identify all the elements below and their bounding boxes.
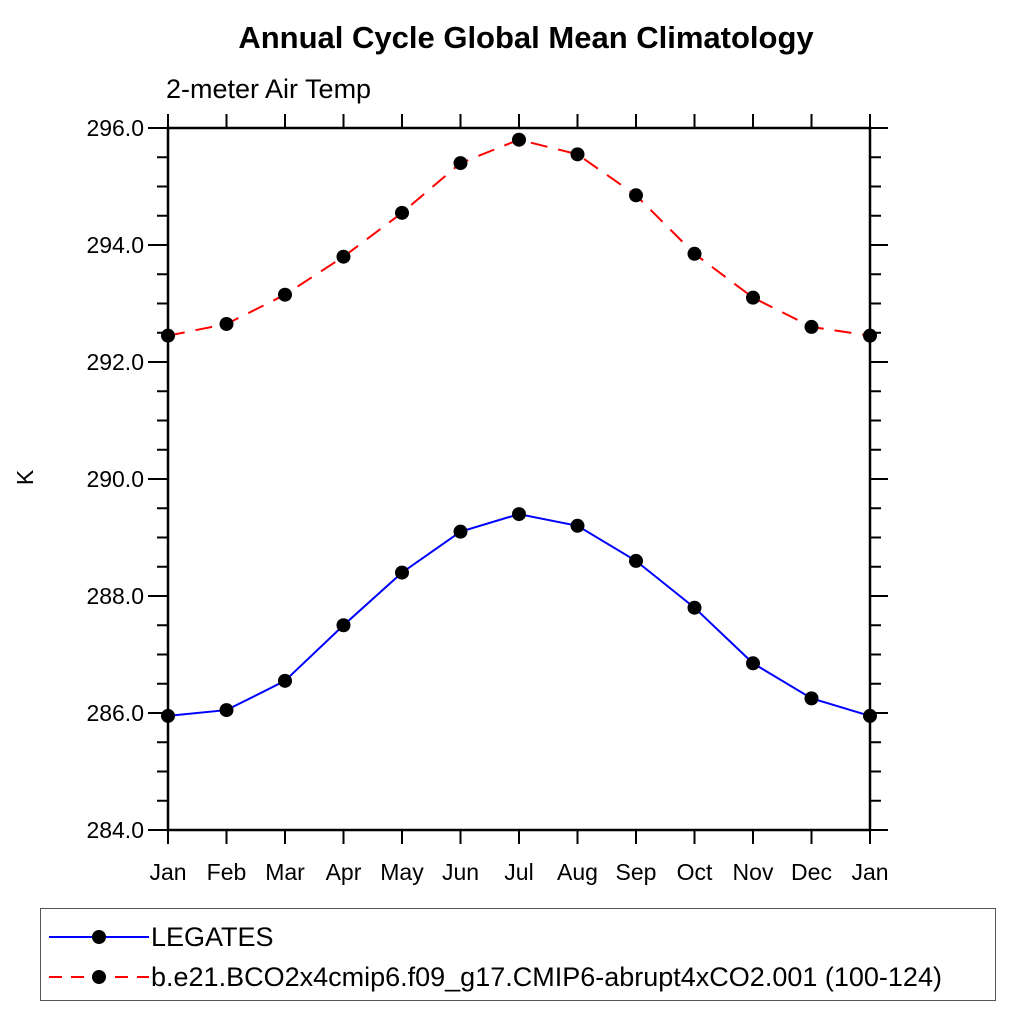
data-point-marker	[629, 553, 643, 568]
y-tick-label: 290.0	[86, 466, 144, 492]
data-point-marker	[336, 249, 351, 264]
legend: LEGATES b.e21.BCO2x4cmip6.f09_g17.CMIP6-a…	[40, 908, 996, 1001]
series-line-1	[167, 138, 871, 337]
series-line-0	[167, 513, 871, 717]
legend-rows: LEGATES b.e21.BCO2x4cmip6.f09_g17.CMIP6-a…	[47, 917, 995, 997]
data-point-marker	[804, 319, 819, 334]
x-tick-label: Jun	[442, 859, 479, 885]
x-tick-label: Jan	[149, 859, 186, 885]
data-point-marker	[512, 507, 526, 522]
data-point-marker	[570, 518, 585, 533]
data-point-marker	[395, 205, 409, 220]
y-tick-label: 288.0	[86, 583, 144, 609]
data-point-marker	[161, 708, 175, 723]
data-point-marker	[746, 290, 760, 305]
x-tick-label: Jul	[504, 859, 533, 885]
y-tick-label: 294.0	[86, 232, 144, 258]
data-point-marker	[629, 188, 643, 203]
chart-subtitle: 2-meter Air Temp	[166, 74, 372, 104]
x-tick-label: Sep	[616, 859, 657, 885]
data-point-marker	[278, 673, 292, 688]
legend-item-0: LEGATES	[47, 917, 995, 957]
x-tick-label: Feb	[207, 859, 247, 885]
y-tick-label: 296.0	[86, 115, 144, 141]
data-point-marker	[570, 147, 585, 162]
data-point-marker	[687, 600, 702, 615]
data-point-marker	[863, 328, 877, 343]
legend-item-1: b.e21.BCO2x4cmip6.f09_g17.CMIP6-abrupt4x…	[47, 957, 995, 997]
x-tick-label: Dec	[791, 859, 832, 885]
x-tick-label: May	[380, 859, 424, 885]
y-tick-label: 292.0	[86, 349, 144, 375]
data-point-marker	[453, 524, 468, 539]
data-point-marker	[804, 691, 819, 706]
y-tick-label: 286.0	[86, 700, 144, 726]
data-point-marker	[219, 703, 234, 718]
data-point-marker	[687, 246, 702, 261]
data-point-marker	[746, 656, 760, 671]
x-tick-label: Apr	[326, 859, 362, 885]
y-tick-label: 284.0	[86, 817, 144, 843]
data-point-marker	[219, 316, 234, 331]
x-tick-label: Nov	[733, 859, 774, 885]
x-tick-label: Jan	[851, 859, 888, 885]
data-point-marker	[161, 328, 175, 343]
data-point-marker	[453, 156, 468, 171]
x-tick-label: Oct	[677, 859, 713, 885]
legend-marker-dot	[92, 930, 106, 944]
legend-item-label: LEGATES	[151, 921, 274, 952]
x-tick-label: Aug	[557, 859, 598, 885]
plot-frame	[166, 126, 872, 832]
legend-line-sample-solid	[49, 930, 149, 944]
x-tick-label: Mar	[265, 859, 305, 885]
chart-title: Annual Cycle Global Mean Climatology	[238, 20, 814, 55]
legend-line-sample-dashed	[49, 970, 149, 984]
data-point-marker	[863, 708, 877, 723]
legend-marker-dot	[92, 970, 106, 984]
data-point-marker	[512, 132, 526, 147]
legend-item-label: b.e21.BCO2x4cmip6.f09_g17.CMIP6-abrupt4x…	[151, 961, 942, 992]
data-point-marker	[395, 565, 409, 580]
data-point-marker	[278, 287, 292, 302]
data-point-marker	[336, 618, 351, 633]
